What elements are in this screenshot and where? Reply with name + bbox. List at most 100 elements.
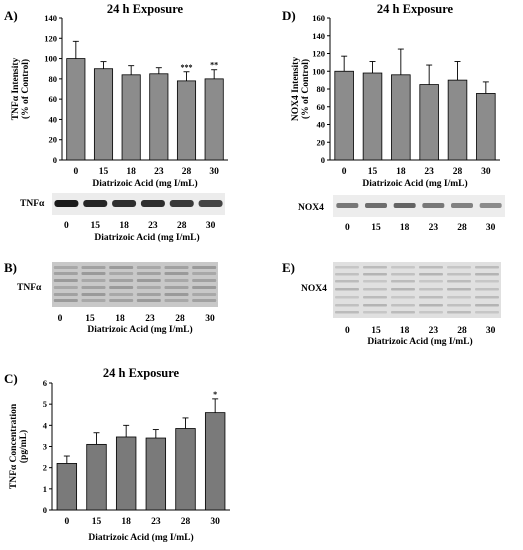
stain-band [53, 299, 78, 302]
blot-lane-label: 30 [206, 221, 216, 231]
y-tick-label: 0 [321, 155, 325, 165]
blot-lane-label: 28 [175, 314, 185, 324]
stain-band [192, 266, 217, 269]
stain-band [391, 296, 415, 299]
blot-lane-label: 23 [145, 314, 155, 324]
x-tick-label: 18 [126, 167, 136, 177]
y-axis-label-line: (% of Control) [20, 59, 31, 119]
stain-band [136, 293, 161, 296]
stain-band [109, 279, 134, 282]
blot-lane-labels: 0 15 18 23 28 30 [64, 221, 216, 231]
stain-band [391, 273, 415, 276]
stain-band [81, 279, 106, 282]
y-tick-label: 20 [317, 137, 326, 147]
stain-band [164, 279, 189, 282]
x-axis-label: Diatrizoic Acid (mg I/mL) [362, 178, 467, 189]
stain-band [391, 280, 415, 283]
stain-band [136, 266, 161, 269]
blot-label: NOX4 [301, 284, 327, 294]
stain-band [335, 266, 359, 269]
blot-membrane [52, 262, 218, 307]
stain-band [419, 280, 443, 283]
y-tick-label: 1 [43, 484, 47, 494]
x-tick-label: 0 [64, 517, 69, 527]
blot-lane-label: 30 [486, 326, 496, 336]
stain-band [192, 286, 217, 289]
stain-band [53, 286, 78, 289]
panel-label-c: C) [4, 371, 18, 386]
bar [362, 72, 383, 161]
blot-lane-label: 30 [205, 314, 215, 324]
stain-band [475, 280, 499, 283]
blot-lane-label: 18 [400, 326, 410, 336]
x-tick-label: 15 [368, 167, 378, 177]
bar [121, 74, 141, 161]
y-tick-label: 60 [49, 94, 58, 104]
blot-band [198, 200, 223, 207]
stain-band [363, 296, 387, 299]
x-tick-label: 30 [481, 167, 491, 177]
stain-band [335, 288, 359, 291]
y-tick-label: 120 [44, 33, 57, 43]
blot-lane-label: 23 [148, 221, 158, 231]
y-tick-label: 140 [312, 31, 325, 41]
blot-x-axis-label: Diatrizoic Acid (mg I/mL) [87, 324, 192, 335]
y-tick-label: 140 [44, 13, 57, 23]
stain-band [192, 272, 217, 275]
stain-band [363, 311, 387, 314]
blot-bands [54, 200, 223, 207]
stain-band [81, 272, 106, 275]
stain-band [164, 266, 189, 269]
blot-band [422, 203, 445, 208]
y-tick-label: 0 [53, 155, 57, 165]
stain-band [419, 311, 443, 314]
chart-tnfa-intensity: 24 h Exposure 0 20 40 60 80 100 120 140 TNFα Inte… [11, 2, 228, 189]
stain-band [192, 299, 217, 302]
stain-band [164, 286, 189, 289]
stain-band [136, 299, 161, 302]
stain-band [164, 299, 189, 302]
blot-band [451, 203, 473, 208]
y-tick-label: 120 [312, 49, 325, 59]
stain-band [53, 266, 78, 269]
bar [93, 68, 114, 161]
y-tick-label: 6 [43, 378, 47, 388]
y-axis-label-line: (% of Control) [300, 59, 311, 119]
stain-band [363, 280, 387, 283]
stain-band [136, 286, 161, 289]
blot-bands [335, 266, 499, 314]
stain-band [136, 279, 161, 282]
blot-lane-label: 18 [119, 221, 129, 231]
stain-band [475, 266, 499, 269]
bar [391, 74, 411, 161]
stain-band [109, 286, 134, 289]
x-tick-label: 15 [92, 517, 102, 527]
blot-lane-label: 18 [400, 223, 410, 233]
significance-marker: ** [210, 61, 218, 70]
chart-nox4-intensity: 24 h Exposure 0 20 40 60 80 100 120 140 160 NOX4 I… [291, 2, 500, 189]
blot-lane-labels: 0 15 18 23 28 30 [345, 223, 496, 233]
blot-label: TNFα [17, 283, 42, 293]
blot-lane-label: 23 [429, 223, 439, 233]
x-tick-label: 23 [424, 167, 434, 177]
bar [56, 463, 78, 511]
stain-band [391, 266, 415, 269]
significance-marker: *** [181, 63, 193, 72]
y-axis-label-line: (pg/mL) [18, 430, 29, 463]
blot-membrane [333, 262, 501, 318]
stain-band [447, 273, 471, 276]
blot-band [169, 200, 194, 207]
blot-lane-labels: 0 15 18 23 28 30 [58, 314, 215, 324]
stain-band [109, 266, 134, 269]
blot-label: NOX4 [298, 203, 324, 213]
blot-lane-label: 28 [177, 221, 187, 231]
stain-band [419, 288, 443, 291]
stain-band [81, 266, 106, 269]
y-tick-label: 40 [317, 120, 326, 130]
y-tick-label: 40 [49, 114, 58, 124]
x-tick-label: 28 [182, 167, 192, 177]
stain-band [335, 311, 359, 314]
y-tick-label: 100 [44, 54, 57, 64]
blot-lane-label: 28 [457, 326, 467, 336]
